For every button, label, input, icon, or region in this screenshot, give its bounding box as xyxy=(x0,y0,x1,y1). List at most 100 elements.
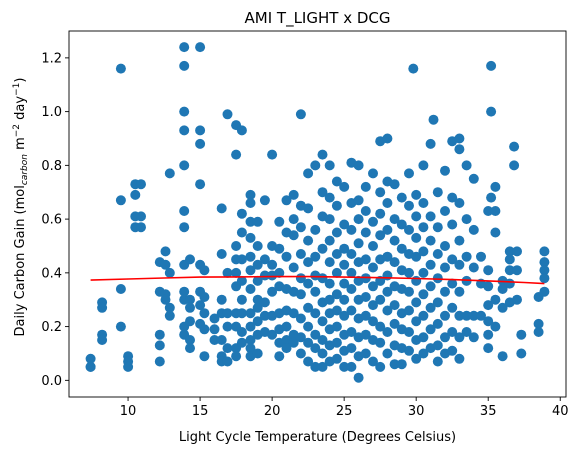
data-point xyxy=(209,313,220,324)
data-point xyxy=(179,160,190,171)
data-point xyxy=(389,179,400,190)
data-point xyxy=(245,198,256,208)
data-point xyxy=(411,275,422,286)
data-point xyxy=(324,192,335,203)
data-point xyxy=(195,179,206,190)
data-point xyxy=(360,310,371,321)
data-point xyxy=(346,249,357,259)
data-point xyxy=(303,337,314,348)
data-point xyxy=(288,214,299,225)
data-point xyxy=(440,165,450,176)
data-point xyxy=(317,149,328,160)
data-point xyxy=(411,353,422,364)
data-point xyxy=(375,361,386,372)
data-point xyxy=(130,189,141,200)
data-point xyxy=(245,216,256,227)
data-point xyxy=(432,222,443,233)
data-point xyxy=(115,321,126,332)
data-point xyxy=(339,310,350,321)
data-point xyxy=(490,181,501,192)
data-point xyxy=(404,200,414,211)
data-point xyxy=(303,356,314,367)
data-point xyxy=(375,337,386,348)
data-point xyxy=(454,286,465,297)
data-point xyxy=(252,216,263,227)
data-point xyxy=(331,321,342,332)
data-point xyxy=(236,337,247,348)
data-point xyxy=(236,125,247,136)
data-point xyxy=(179,60,190,71)
data-point xyxy=(533,327,544,337)
data-point xyxy=(375,187,386,198)
data-point xyxy=(411,211,422,222)
data-point xyxy=(115,63,126,74)
data-point xyxy=(236,327,247,337)
data-point xyxy=(396,192,407,203)
data-point xyxy=(353,195,364,206)
data-point xyxy=(195,138,206,149)
data-point xyxy=(486,192,497,203)
data-point xyxy=(461,327,472,337)
data-point xyxy=(288,230,299,241)
data-point xyxy=(164,168,175,179)
data-point xyxy=(339,259,350,270)
data-point xyxy=(360,254,371,265)
data-point xyxy=(231,351,242,362)
data-point xyxy=(382,286,393,297)
data-point xyxy=(447,192,458,203)
data-point xyxy=(195,42,206,53)
data-point xyxy=(236,208,247,219)
data-point xyxy=(154,356,165,367)
data-point xyxy=(236,308,247,319)
data-point xyxy=(447,219,458,230)
data-point xyxy=(447,345,458,356)
data-point xyxy=(339,219,350,230)
x-tick-label: 10 xyxy=(120,404,137,419)
data-point xyxy=(303,168,314,179)
data-point xyxy=(490,206,501,216)
data-point xyxy=(425,281,436,292)
data-point xyxy=(154,340,165,351)
data-point xyxy=(368,168,378,179)
data-point xyxy=(136,179,146,190)
data-point xyxy=(346,284,357,294)
data-point xyxy=(303,321,314,332)
data-point xyxy=(245,343,256,354)
data-point xyxy=(245,308,256,319)
data-point xyxy=(222,321,233,332)
data-point xyxy=(231,149,242,160)
data-point xyxy=(324,160,335,171)
data-point xyxy=(353,238,364,249)
data-point xyxy=(418,222,429,233)
data-point xyxy=(440,262,450,273)
data-point xyxy=(483,343,494,354)
data-point xyxy=(432,356,443,367)
data-point xyxy=(295,332,306,343)
data-point xyxy=(418,198,429,208)
data-point xyxy=(295,273,306,284)
data-point xyxy=(267,149,278,160)
x-tick-label: 30 xyxy=(408,404,425,419)
data-point xyxy=(310,308,321,319)
data-point xyxy=(418,246,429,257)
data-point xyxy=(497,351,508,362)
data-point xyxy=(404,305,414,316)
data-point xyxy=(310,251,321,262)
data-point xyxy=(164,310,175,321)
data-point xyxy=(516,348,527,359)
data-point xyxy=(360,348,371,359)
data-point xyxy=(368,281,378,292)
y-axis-label-main: Daily Carbon Gain (mol xyxy=(13,185,28,336)
y-tick-label: 0.8 xyxy=(41,159,62,174)
data-point xyxy=(418,160,429,171)
data-point xyxy=(281,343,292,354)
data-point xyxy=(179,125,190,136)
data-point xyxy=(360,227,371,238)
data-point xyxy=(375,208,386,219)
data-point xyxy=(389,257,400,268)
y-tick-label: 1.2 xyxy=(41,51,62,66)
data-point xyxy=(483,329,494,340)
y-tick-label: 0.4 xyxy=(41,266,62,281)
data-point xyxy=(295,313,306,324)
data-point xyxy=(512,265,522,276)
